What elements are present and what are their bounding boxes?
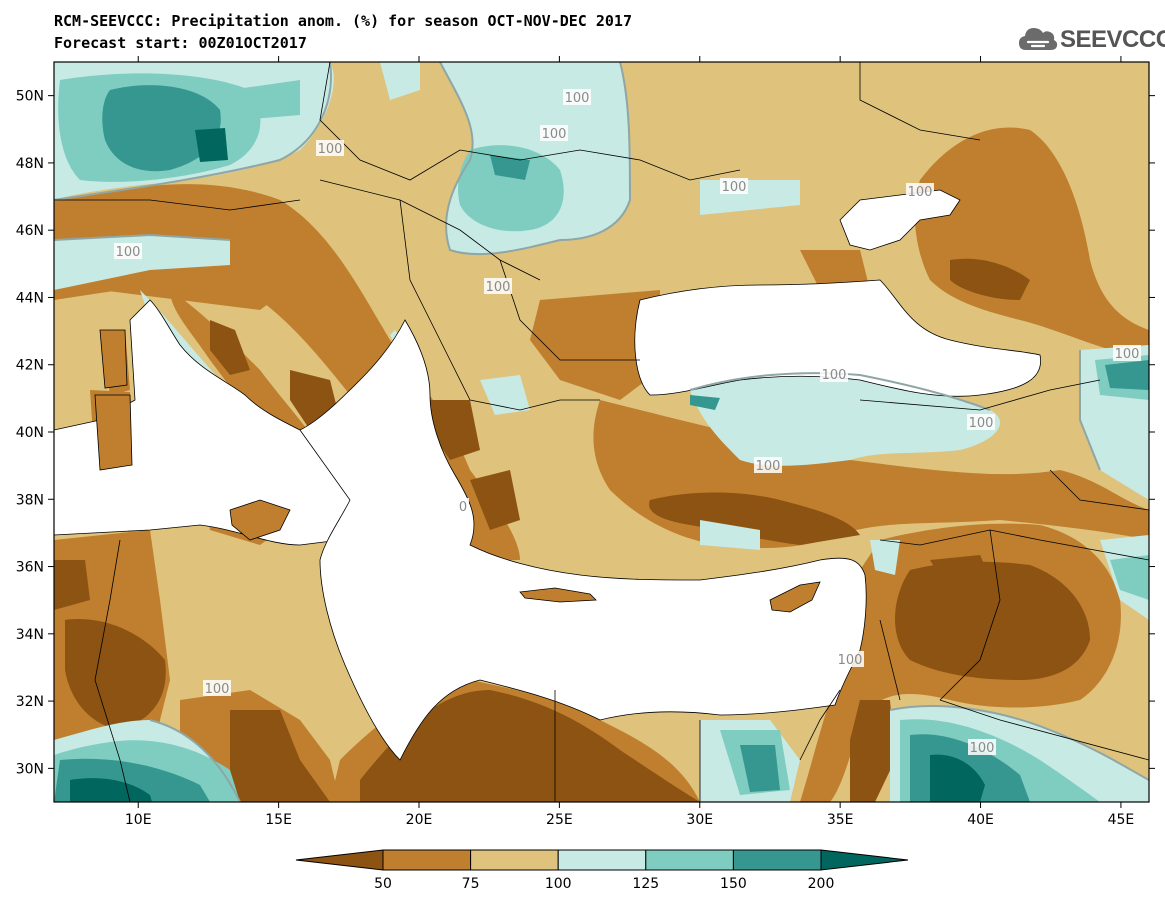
legend-label: 150 [720, 876, 747, 892]
lat-label: 36N [16, 560, 44, 576]
lat-label: 46N [16, 223, 44, 239]
contour-label-bg [563, 89, 591, 105]
lon-label: 25E [546, 812, 573, 828]
legend-label: 75 [462, 876, 480, 892]
lon-label: 45E [1108, 812, 1135, 828]
contour-label-bg [754, 457, 782, 473]
lon-label: 15E [265, 812, 292, 828]
lat-label: 34N [16, 627, 44, 643]
lon-label: 35E [827, 812, 854, 828]
legend-swatch [820, 849, 909, 871]
islands [94, 329, 821, 613]
legend-swatch [557, 849, 647, 871]
legend-swatch [470, 849, 559, 871]
contour-label-bg [820, 366, 848, 382]
contour-label-bg [203, 680, 231, 696]
lon-label: 20E [406, 812, 433, 828]
cloud-icon [1019, 28, 1058, 50]
lat-label: 44N [16, 290, 44, 306]
seevccc-logo: SEEVCCC [1018, 22, 1165, 56]
contour-label: 100 [205, 682, 230, 697]
legend-swatch [382, 849, 472, 871]
contour-label-bg [967, 414, 995, 430]
contour-label: 100 [969, 416, 994, 431]
contour-label: 100 [542, 127, 567, 142]
lat-label: 30N [16, 761, 44, 777]
legend-label: 125 [632, 876, 659, 892]
contour-label-bg [540, 125, 568, 141]
contour-label: 100 [116, 245, 141, 260]
logo-text: SEEVCCC [1060, 26, 1165, 53]
lat-label: 50N [16, 89, 44, 105]
contour-label: 100 [565, 91, 590, 106]
latitude-axis: 50N 48N 46N 44N 42N 40N 38N 36N 34N 32N 30N [16, 89, 1155, 777]
lon-label: 10E [125, 812, 152, 828]
sea-mask [54, 189, 1042, 761]
title-line-2: Forecast start: 00Z01OCT2017 [54, 34, 307, 52]
legend-label: 100 [545, 876, 572, 892]
contour-lines [54, 62, 1149, 802]
contour-label-bg [906, 183, 934, 199]
legend-label: 50 [374, 876, 392, 892]
contour-label: 100 [756, 459, 781, 474]
contour-label-bg [457, 498, 469, 514]
longitude-axis: 10E 15E 20E 25E 30E 35E 40E 45E [125, 56, 1134, 828]
contour-label: 100 [1115, 347, 1140, 362]
legend-swatch [295, 849, 384, 871]
color-legend: 50 75 100 125 150 200 [295, 849, 909, 892]
contour-label-bg [316, 140, 344, 156]
contour-label-bg [836, 651, 864, 667]
contour-label-bg [968, 739, 996, 755]
contour-label: 100 [838, 653, 863, 668]
lon-label: 30E [686, 812, 713, 828]
contour-label: 100 [486, 280, 511, 295]
contour-label-bg [484, 278, 512, 294]
lat-label: 38N [16, 492, 44, 508]
field-above-200 [70, 128, 985, 802]
contour-label: 100 [970, 741, 995, 756]
lat-label: 42N [16, 358, 44, 374]
contour-label: 0 [459, 500, 467, 515]
contour-label: 100 [908, 185, 933, 200]
legend-swatch [645, 849, 734, 871]
lat-label: 32N [16, 694, 44, 710]
contour-label-bg [114, 243, 142, 259]
contour-label-bg [1113, 345, 1141, 361]
country-borders [54, 62, 1149, 802]
lat-label: 40N [16, 425, 44, 441]
map-field [54, 62, 1149, 802]
legend-label: 200 [808, 876, 835, 892]
lon-label: 40E [967, 812, 994, 828]
field-below-50 [54, 258, 1090, 802]
contour-label: 100 [318, 142, 343, 157]
legend-swatch [732, 849, 822, 871]
contour-label-bg [720, 178, 748, 194]
lat-label: 48N [16, 156, 44, 172]
title-line-1: RCM-SEEVCCC: Precipitation anom. (%) for… [54, 12, 632, 30]
contour-label: 100 [722, 180, 747, 195]
contour-labels: 100 100 100 100 100 100 100 100 100 100 100 100 100 0… [114, 89, 1141, 756]
contour-label: 100 [822, 368, 847, 383]
